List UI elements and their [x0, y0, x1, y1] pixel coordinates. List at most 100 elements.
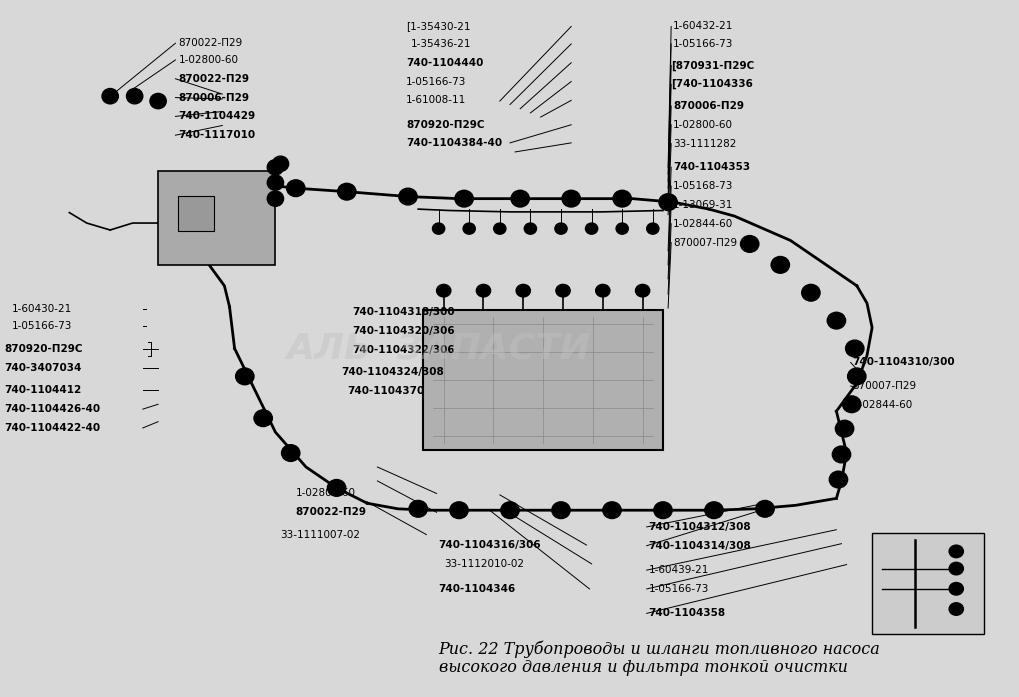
- Text: [870931-П29С: [870931-П29С: [671, 61, 754, 70]
- Ellipse shape: [949, 583, 963, 595]
- Text: 740-1117010: 740-1117010: [178, 130, 256, 140]
- Text: 33-1112010-02: 33-1112010-02: [443, 559, 523, 569]
- Text: 33-1111282: 33-1111282: [673, 139, 736, 148]
- Text: 740-1104320/306: 740-1104320/306: [352, 326, 454, 336]
- Text: 1-60439-21: 1-60439-21: [648, 565, 708, 575]
- Ellipse shape: [770, 256, 789, 273]
- FancyBboxPatch shape: [871, 533, 983, 634]
- Text: [740-1104336: [740-1104336: [671, 79, 752, 89]
- Ellipse shape: [511, 190, 529, 207]
- Ellipse shape: [828, 471, 847, 488]
- Ellipse shape: [463, 223, 475, 234]
- Ellipse shape: [281, 445, 300, 461]
- Ellipse shape: [500, 502, 519, 519]
- Ellipse shape: [327, 480, 345, 496]
- Ellipse shape: [615, 223, 628, 234]
- Ellipse shape: [658, 194, 677, 210]
- Ellipse shape: [847, 368, 865, 385]
- Text: 740-1104318/300: 740-1104318/300: [352, 307, 454, 317]
- Ellipse shape: [432, 223, 444, 234]
- Ellipse shape: [704, 502, 722, 519]
- Text: 740-1104322/306: 740-1104322/306: [352, 345, 454, 355]
- Text: 1-05166-73: 1-05166-73: [12, 321, 72, 331]
- Ellipse shape: [272, 156, 288, 171]
- Text: 1-05166-73: 1-05166-73: [673, 39, 733, 49]
- Ellipse shape: [286, 180, 305, 197]
- Ellipse shape: [585, 223, 597, 234]
- Text: Рис. 22 Трубопроводы и шланги топливного насоса: Рис. 22 Трубопроводы и шланги топливного…: [438, 641, 879, 659]
- Ellipse shape: [755, 500, 773, 517]
- Ellipse shape: [493, 223, 505, 234]
- Ellipse shape: [602, 502, 621, 519]
- Text: 870006-П29: 870006-П29: [178, 93, 250, 102]
- Ellipse shape: [524, 223, 536, 234]
- Ellipse shape: [949, 562, 963, 575]
- Text: 33-1111007-02: 33-1111007-02: [280, 530, 360, 539]
- Ellipse shape: [835, 420, 853, 437]
- Text: [1-35430-21: [1-35430-21: [406, 22, 470, 31]
- Ellipse shape: [551, 502, 570, 519]
- Text: 1-60432-21: 1-60432-21: [673, 22, 733, 31]
- Ellipse shape: [436, 284, 450, 297]
- Ellipse shape: [832, 446, 850, 463]
- Ellipse shape: [949, 603, 963, 615]
- Ellipse shape: [235, 368, 254, 385]
- Ellipse shape: [150, 93, 166, 109]
- Ellipse shape: [267, 175, 283, 190]
- Ellipse shape: [449, 502, 468, 519]
- Text: 740-1104353: 740-1104353: [673, 162, 750, 172]
- Ellipse shape: [653, 502, 672, 519]
- Text: 1-05166-73: 1-05166-73: [406, 77, 466, 86]
- Text: 740-1104370: 740-1104370: [346, 386, 424, 396]
- Text: 1-02844-60: 1-02844-60: [852, 400, 912, 410]
- Ellipse shape: [595, 284, 609, 297]
- Text: 740-1104384-40: 740-1104384-40: [406, 138, 501, 148]
- Text: 740-1104314/308: 740-1104314/308: [648, 541, 751, 551]
- Text: 740-1104324/308: 740-1104324/308: [341, 367, 444, 377]
- Text: высокого давления и фильтра тонкой очистки: высокого давления и фильтра тонкой очист…: [438, 659, 847, 676]
- Ellipse shape: [842, 396, 860, 413]
- Ellipse shape: [612, 190, 631, 207]
- Ellipse shape: [398, 188, 417, 205]
- Text: 740-1104310/300: 740-1104310/300: [852, 358, 955, 367]
- FancyBboxPatch shape: [178, 196, 214, 231]
- FancyBboxPatch shape: [158, 171, 275, 265]
- Text: 870007-П29: 870007-П29: [852, 381, 916, 391]
- Ellipse shape: [740, 236, 758, 252]
- Text: 870022-П29: 870022-П29: [178, 74, 250, 84]
- Text: 740-1104358: 740-1104358: [648, 608, 726, 618]
- Text: 1-35436-21: 1-35436-21: [411, 39, 471, 49]
- Ellipse shape: [409, 500, 427, 517]
- Ellipse shape: [102, 89, 118, 104]
- Text: 870920-П29С: 870920-П29С: [406, 120, 484, 130]
- Text: 740-1104426-40: 740-1104426-40: [4, 404, 100, 414]
- Text: 740-1104422-40: 740-1104422-40: [4, 423, 100, 433]
- Text: 870007-П29: 870007-П29: [673, 238, 737, 247]
- Ellipse shape: [337, 183, 356, 200]
- Ellipse shape: [267, 191, 283, 206]
- Ellipse shape: [561, 190, 580, 207]
- Text: 870006-П29: 870006-П29: [673, 101, 744, 111]
- Text: 1-02800-60: 1-02800-60: [178, 55, 238, 65]
- Ellipse shape: [949, 545, 963, 558]
- Text: 1-13069-31: 1-13069-31: [673, 200, 733, 210]
- Ellipse shape: [826, 312, 845, 329]
- Ellipse shape: [554, 223, 567, 234]
- Text: 740-1104346: 740-1104346: [438, 584, 516, 594]
- Ellipse shape: [267, 160, 283, 175]
- Ellipse shape: [845, 340, 863, 357]
- Text: 740-1104440: 740-1104440: [406, 58, 483, 68]
- Text: 740-1104412: 740-1104412: [4, 385, 82, 395]
- Ellipse shape: [476, 284, 490, 297]
- Ellipse shape: [555, 284, 570, 297]
- Ellipse shape: [254, 410, 272, 427]
- FancyBboxPatch shape: [423, 310, 662, 450]
- Ellipse shape: [801, 284, 819, 301]
- Text: 1-02844-60: 1-02844-60: [673, 219, 733, 229]
- Text: 1-02800-60: 1-02800-60: [296, 489, 356, 498]
- Text: 870920-П29С: 870920-П29С: [4, 344, 83, 354]
- Text: 1-61008-11: 1-61008-11: [406, 95, 466, 105]
- Text: 740-1104429: 740-1104429: [178, 112, 256, 121]
- Text: 870022-П29: 870022-П29: [178, 38, 243, 48]
- Text: 870022-П29: 870022-П29: [296, 507, 367, 517]
